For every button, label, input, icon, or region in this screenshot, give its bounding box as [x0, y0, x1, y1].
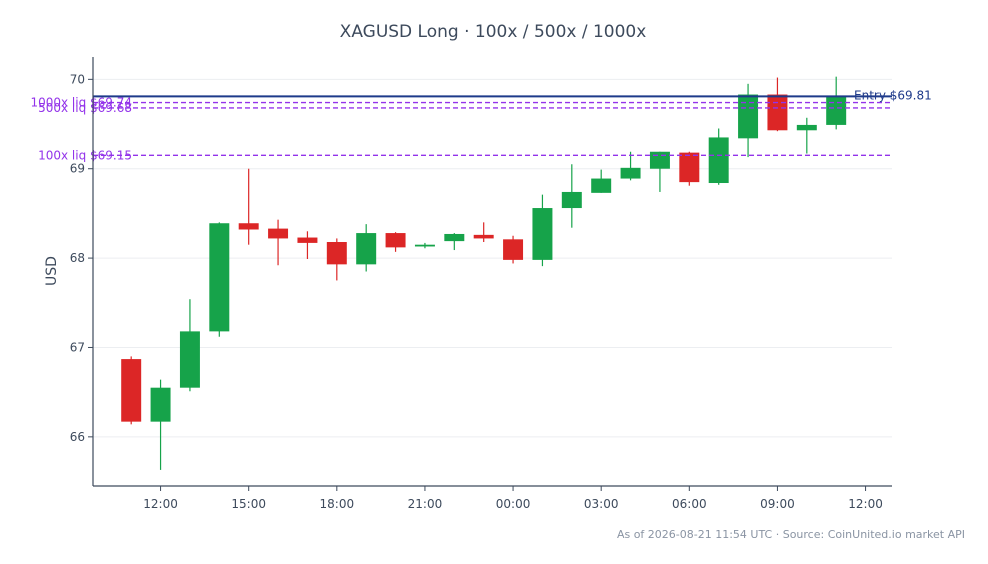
y-axis-ticks: 66 67 68 69 70: [70, 72, 93, 444]
liquidation-label: 100x liq $69.15: [38, 148, 132, 162]
candle-body: [150, 387, 171, 422]
x-tick-label: 21:00: [408, 497, 443, 511]
candle: [444, 233, 465, 251]
candle-body: [532, 208, 553, 260]
candle-body: [238, 223, 259, 230]
x-tick-label: 06:00: [672, 497, 707, 511]
candle: [767, 77, 788, 132]
candle: [561, 164, 582, 228]
candle-body: [620, 167, 641, 179]
candle: [708, 128, 729, 185]
candle-body: [503, 239, 524, 260]
x-tick-label: 00:00: [496, 497, 531, 511]
x-tick-label: 15:00: [231, 497, 266, 511]
candle-body: [473, 234, 494, 239]
candle-body: [561, 191, 582, 209]
candle: [826, 76, 847, 130]
candle: [473, 222, 494, 243]
y-tick-label: 70: [70, 72, 85, 86]
candle-body: [767, 94, 788, 131]
candle: [356, 224, 377, 272]
candle: [150, 379, 171, 470]
candle: [179, 299, 200, 392]
candle: [385, 232, 406, 252]
candle-body: [268, 228, 289, 239]
candle-body: [179, 331, 200, 388]
candle-body: [385, 233, 406, 248]
candle: [591, 169, 612, 193]
candle-body: [121, 359, 142, 422]
source-footer: As of 2026-08-21 11:54 UTC · Source: Coi…: [617, 528, 965, 541]
candle: [209, 222, 230, 337]
candle-body: [591, 178, 612, 193]
candle-body: [414, 244, 435, 247]
axes: [92, 57, 892, 487]
chart-title: XAGUSD Long · 100x / 500x / 1000x: [340, 22, 647, 42]
candle-body: [297, 237, 318, 243]
candle-body: [444, 233, 465, 242]
candle: [679, 151, 700, 186]
y-tick-label: 69: [70, 162, 85, 176]
y-tick-label: 66: [70, 430, 85, 444]
candle: [238, 168, 259, 245]
candle: [796, 117, 817, 154]
candles: [121, 76, 847, 470]
x-axis-ticks: 12:00 15:00 18:00 21:00 00:00 03:00 06:00 09:00…: [143, 486, 883, 511]
candle: [738, 83, 759, 158]
candle: [620, 151, 641, 181]
candle-body: [796, 124, 817, 131]
y-tick-label: 68: [70, 251, 85, 265]
candle-body: [326, 242, 347, 265]
candle-body: [826, 96, 847, 125]
x-tick-label: 12:00: [848, 497, 883, 511]
y-tick-label: 67: [70, 340, 85, 354]
candle: [414, 242, 435, 249]
candle: [297, 231, 318, 259]
candle-body: [679, 152, 700, 183]
candle-body: [356, 233, 377, 265]
candle-body: [649, 151, 670, 169]
entry-label: Entry $69.81: [854, 88, 932, 102]
liquidation-label: 500x liq $69.68: [38, 101, 132, 115]
candle-body: [708, 137, 729, 184]
candle: [121, 356, 142, 425]
x-tick-label: 12:00: [143, 497, 178, 511]
x-tick-label: 09:00: [760, 497, 795, 511]
liquidation-label: 1000x liq $69.74: [30, 96, 132, 110]
candle: [326, 238, 347, 281]
candle: [503, 235, 524, 264]
y-axis-title: USD: [44, 256, 60, 286]
x-tick-label: 18:00: [320, 497, 355, 511]
candle-body: [738, 94, 759, 139]
candle: [268, 219, 289, 266]
candle-body: [209, 223, 230, 332]
x-tick-label: 03:00: [584, 497, 619, 511]
candle: [532, 194, 553, 267]
candle: [649, 151, 670, 192]
